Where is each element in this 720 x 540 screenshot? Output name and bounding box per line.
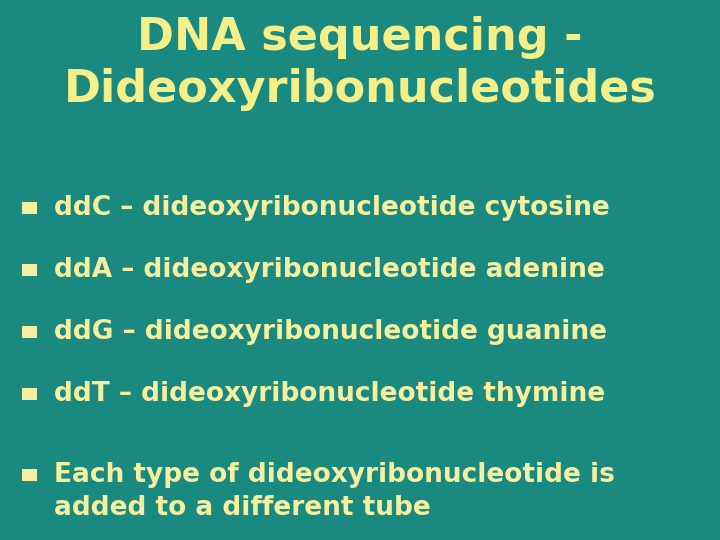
Text: ddC – dideoxyribonucleotide cytosine: ddC – dideoxyribonucleotide cytosine xyxy=(54,195,610,221)
Text: ddA – dideoxyribonucleotide adenine: ddA – dideoxyribonucleotide adenine xyxy=(54,257,605,283)
Text: Each type of dideoxyribonucleotide is: Each type of dideoxyribonucleotide is xyxy=(54,462,615,488)
Text: ddT – dideoxyribonucleotide thymine: ddT – dideoxyribonucleotide thymine xyxy=(54,381,605,407)
FancyBboxPatch shape xyxy=(22,388,37,400)
FancyBboxPatch shape xyxy=(22,264,37,276)
FancyBboxPatch shape xyxy=(22,202,37,214)
Text: DNA sequencing -
Dideoxyribonucleotides: DNA sequencing - Dideoxyribonucleotides xyxy=(63,16,657,111)
FancyBboxPatch shape xyxy=(22,469,37,481)
Text: added to a different tube: added to a different tube xyxy=(54,495,431,521)
FancyBboxPatch shape xyxy=(22,326,37,338)
Text: ddG – dideoxyribonucleotide guanine: ddG – dideoxyribonucleotide guanine xyxy=(54,319,607,345)
